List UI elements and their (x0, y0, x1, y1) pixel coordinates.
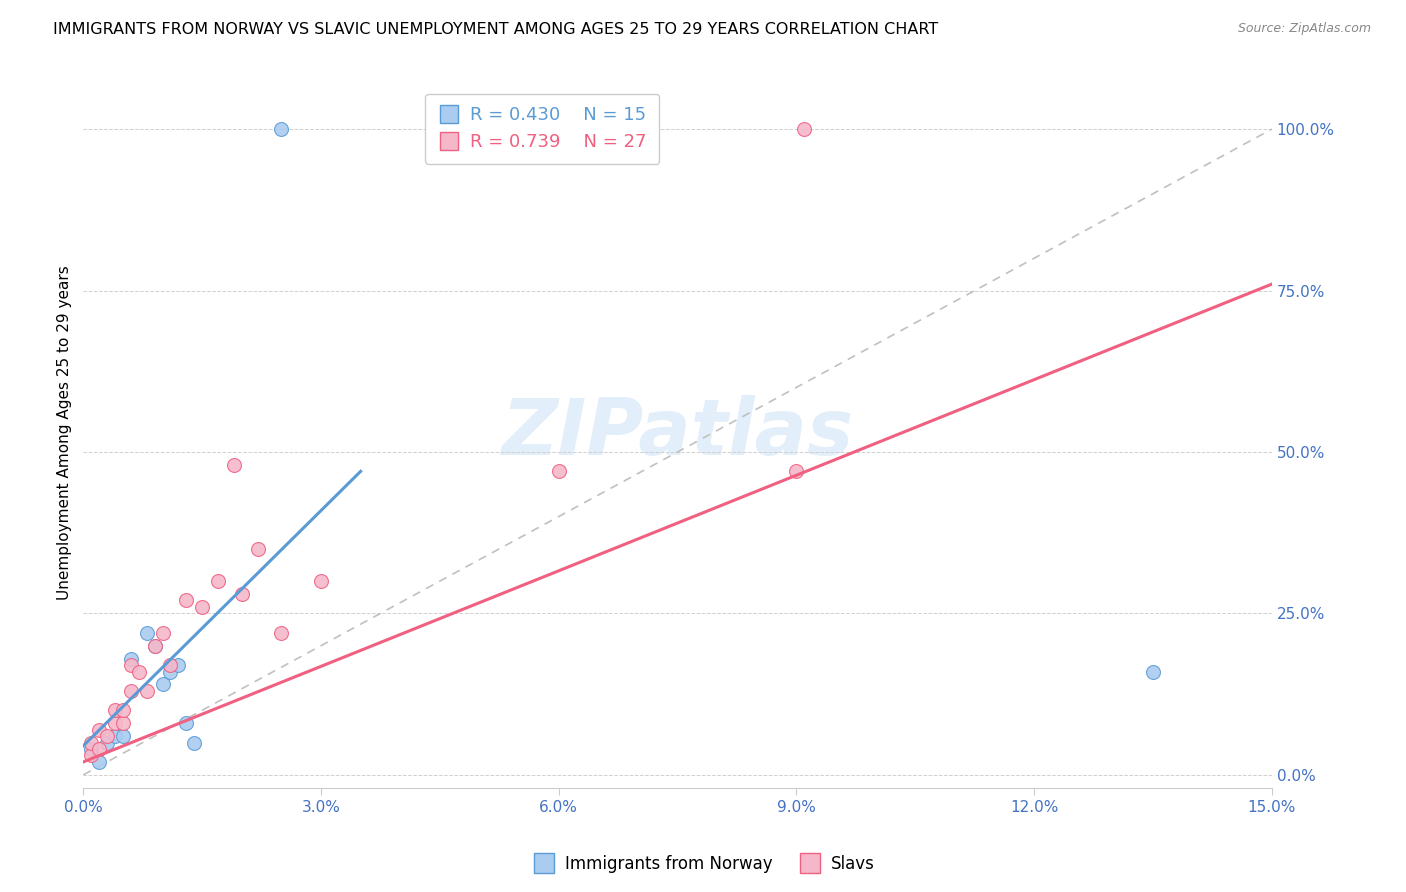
Y-axis label: Unemployment Among Ages 25 to 29 years: Unemployment Among Ages 25 to 29 years (58, 265, 72, 600)
Legend: R = 0.430    N = 15, R = 0.739    N = 27: R = 0.430 N = 15, R = 0.739 N = 27 (425, 94, 659, 164)
Point (222, 458, 245, 472)
Point (111, 729, 134, 743)
Point (246, 541, 269, 556)
Point (231, 587, 253, 601)
Point (143, 639, 166, 653)
Point (96, 735, 118, 749)
Point (176, 593, 198, 607)
Point (135, 684, 157, 698)
Point (111, 703, 134, 717)
Point (120, 651, 142, 665)
Point (793, 122, 815, 136)
Point (143, 639, 166, 653)
Point (104, 703, 127, 717)
Point (207, 574, 229, 588)
Point (89, 723, 111, 737)
Point (135, 625, 157, 640)
Point (80, 742, 103, 756)
Point (104, 716, 127, 731)
Point (89, 742, 111, 756)
Legend: Immigrants from Norway, Slavs: Immigrants from Norway, Slavs (524, 848, 882, 880)
Point (270, 122, 292, 136)
Point (547, 464, 569, 478)
Point (104, 729, 127, 743)
Point (191, 599, 214, 614)
Point (96, 729, 118, 743)
Point (176, 716, 198, 731)
Point (152, 625, 174, 640)
Point (128, 665, 150, 679)
Point (120, 684, 142, 698)
Point (270, 625, 292, 640)
Point (111, 716, 134, 731)
Point (89, 755, 111, 769)
Point (80, 748, 103, 763)
Point (167, 658, 190, 673)
Point (159, 658, 181, 673)
Text: Source: ZipAtlas.com: Source: ZipAtlas.com (1237, 22, 1371, 36)
Point (80, 735, 103, 749)
Point (1142, 665, 1164, 679)
Point (183, 735, 205, 749)
Point (309, 574, 332, 588)
Text: IMMIGRANTS FROM NORWAY VS SLAVIC UNEMPLOYMENT AMONG AGES 25 TO 29 YEARS CORRELAT: IMMIGRANTS FROM NORWAY VS SLAVIC UNEMPLO… (53, 22, 939, 37)
Point (152, 677, 174, 691)
Text: ZIPatlas: ZIPatlas (502, 394, 853, 471)
Point (785, 464, 807, 478)
Point (120, 658, 142, 673)
Point (159, 665, 181, 679)
